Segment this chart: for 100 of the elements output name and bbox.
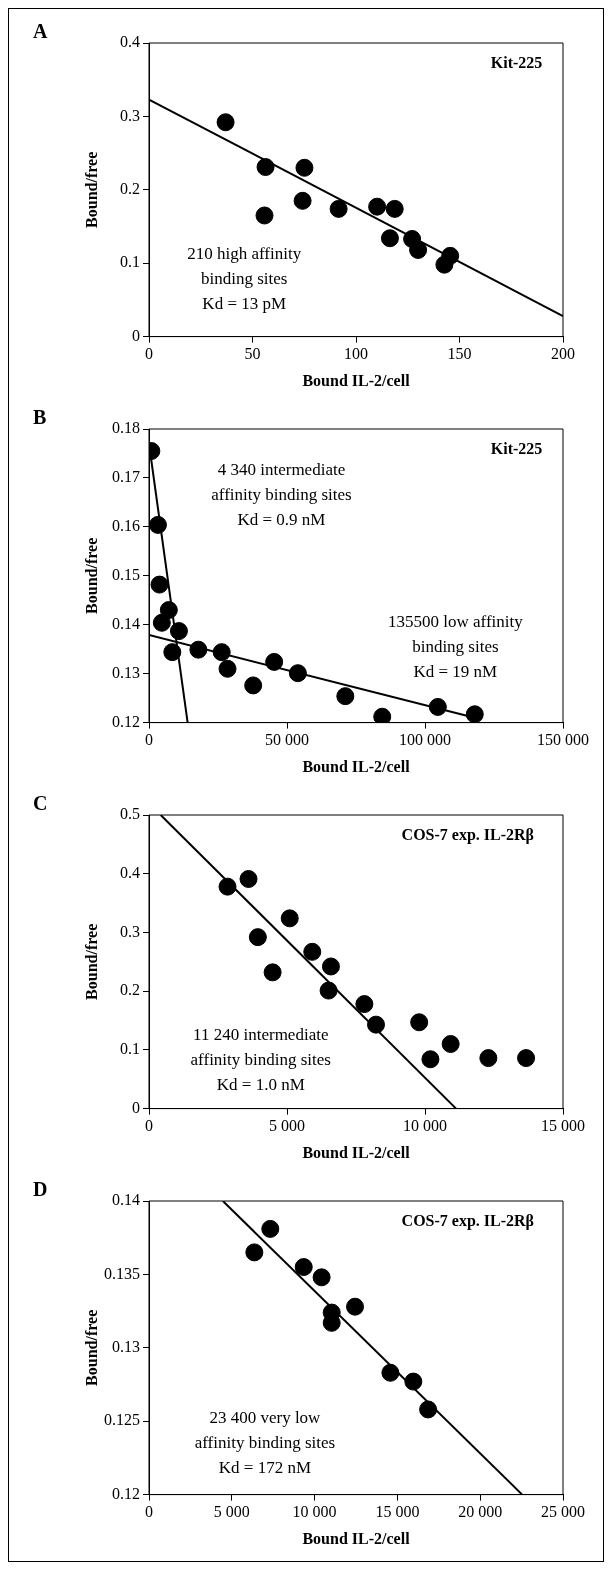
annotation: 11 240 intermediate affinity binding sites Kd = 1.0 nM	[190, 1024, 331, 1094]
point	[295, 158, 314, 177]
point	[381, 1363, 400, 1382]
x-tick-label: 5 000	[269, 1117, 305, 1135]
annotation: 210 high affinity binding sites Kd = 13 pM	[187, 243, 302, 313]
point	[404, 1372, 423, 1391]
point	[239, 870, 258, 889]
annotation: Kit-225	[490, 439, 543, 457]
point	[329, 199, 348, 218]
point	[368, 197, 387, 216]
chart-title: A	[33, 20, 48, 43]
annotation: COS-7 exp. IL-2Rβ	[401, 1211, 535, 1230]
y-tick-label: 0.3	[120, 922, 140, 940]
y-tick-label: 0.16	[112, 517, 140, 535]
y-tick-label: 0.13	[112, 1338, 140, 1355]
x-tick-label: 20 000	[458, 1503, 503, 1521]
x-axis-title: Bound IL-2/cell	[302, 1143, 411, 1161]
y-tick-label: 0.135	[104, 1264, 140, 1282]
point	[163, 643, 182, 662]
point	[385, 199, 404, 218]
point	[248, 928, 267, 947]
chart-title: B	[33, 406, 47, 429]
point	[321, 957, 340, 976]
point	[280, 909, 299, 928]
point	[319, 981, 338, 1000]
point	[441, 1035, 460, 1054]
point	[346, 1297, 365, 1316]
point	[419, 1400, 438, 1419]
point	[428, 697, 447, 716]
y-axis-title: Bound/free	[82, 1309, 100, 1386]
x-tick-label: 50 000	[265, 731, 309, 749]
point	[149, 515, 167, 534]
y-tick-label: 0.125	[104, 1411, 140, 1429]
point	[245, 1243, 264, 1262]
y-tick-label: 0.1	[120, 1040, 140, 1058]
point	[189, 640, 208, 659]
annotation: 135500 low affinity binding sites Kd = 19 nM	[387, 612, 524, 682]
point	[212, 643, 231, 662]
y-tick-label: 0.4	[120, 33, 140, 51]
y-tick-label: 0.2	[120, 981, 140, 999]
point	[303, 942, 322, 961]
point	[255, 206, 274, 225]
point	[218, 877, 237, 896]
point	[409, 240, 428, 259]
x-tick-label: 0	[145, 1503, 153, 1521]
y-tick-label: 0.4	[120, 863, 140, 881]
point	[288, 664, 307, 683]
point	[294, 1258, 313, 1277]
y-tick-label: 0	[132, 326, 140, 344]
y-tick-label: 0.18	[112, 419, 140, 437]
point	[293, 191, 312, 210]
y-tick-label: 0	[132, 1098, 140, 1116]
x-tick-label: 0	[145, 1117, 153, 1135]
point	[263, 963, 282, 982]
point	[216, 113, 235, 132]
annotation: 23 400 very low affinity binding sites Kd = 172 nM	[194, 1407, 336, 1477]
x-axis-title: Bound IL-2/cell	[302, 757, 411, 775]
x-tick-label: 5 000	[213, 1503, 250, 1521]
point	[312, 1268, 331, 1287]
x-tick-label: 15 000	[375, 1503, 420, 1521]
x-tick-label: 25 000	[541, 1503, 585, 1521]
annotation: 4 340 intermediate affinity binding sites Kd = 0.9 nM	[211, 459, 352, 529]
y-tick-label: 0.1	[120, 253, 140, 271]
x-axis-title: Bound IL-2/cell	[302, 371, 411, 389]
x-tick-label: 0	[145, 345, 153, 363]
chart-title: C	[33, 792, 48, 815]
y-tick-label: 0.17	[112, 468, 140, 486]
x-tick-label: 100	[344, 345, 368, 363]
point	[465, 705, 484, 723]
annotation: COS-7 exp. IL-2Rβ	[401, 825, 535, 844]
x-tick-label: 150 000	[537, 731, 589, 749]
point	[410, 1013, 429, 1032]
y-tick-label: 0.14	[112, 1191, 140, 1209]
point	[355, 995, 374, 1014]
y-tick-label: 0.12	[112, 1484, 140, 1502]
point	[479, 1049, 498, 1068]
y-axis-title: Bound/free	[82, 923, 100, 1000]
y-tick-label: 0.15	[112, 566, 140, 583]
y-tick-label: 0.13	[112, 663, 140, 681]
point	[265, 652, 284, 671]
point	[150, 575, 169, 594]
point	[380, 229, 399, 248]
x-tick-label: 100 000	[399, 731, 451, 749]
y-tick-label: 0.12	[112, 712, 140, 730]
point	[261, 1219, 280, 1238]
y-axis-title: Bound/free	[82, 537, 100, 614]
point	[517, 1049, 536, 1068]
point	[336, 687, 355, 706]
point	[169, 622, 188, 641]
y-tick-label: 0.3	[120, 106, 140, 124]
point	[256, 158, 275, 177]
y-axis-title: Bound/free	[82, 151, 100, 228]
x-tick-label: 50	[244, 345, 261, 363]
annotation: Kit-225	[490, 53, 543, 71]
x-tick-label: 10 000	[403, 1117, 447, 1135]
chart-title: D	[33, 1178, 48, 1201]
x-tick-label: 150	[447, 345, 472, 363]
point	[218, 659, 237, 678]
x-tick-label: 10 000	[292, 1503, 337, 1521]
x-tick-label: 15 000	[541, 1117, 585, 1135]
